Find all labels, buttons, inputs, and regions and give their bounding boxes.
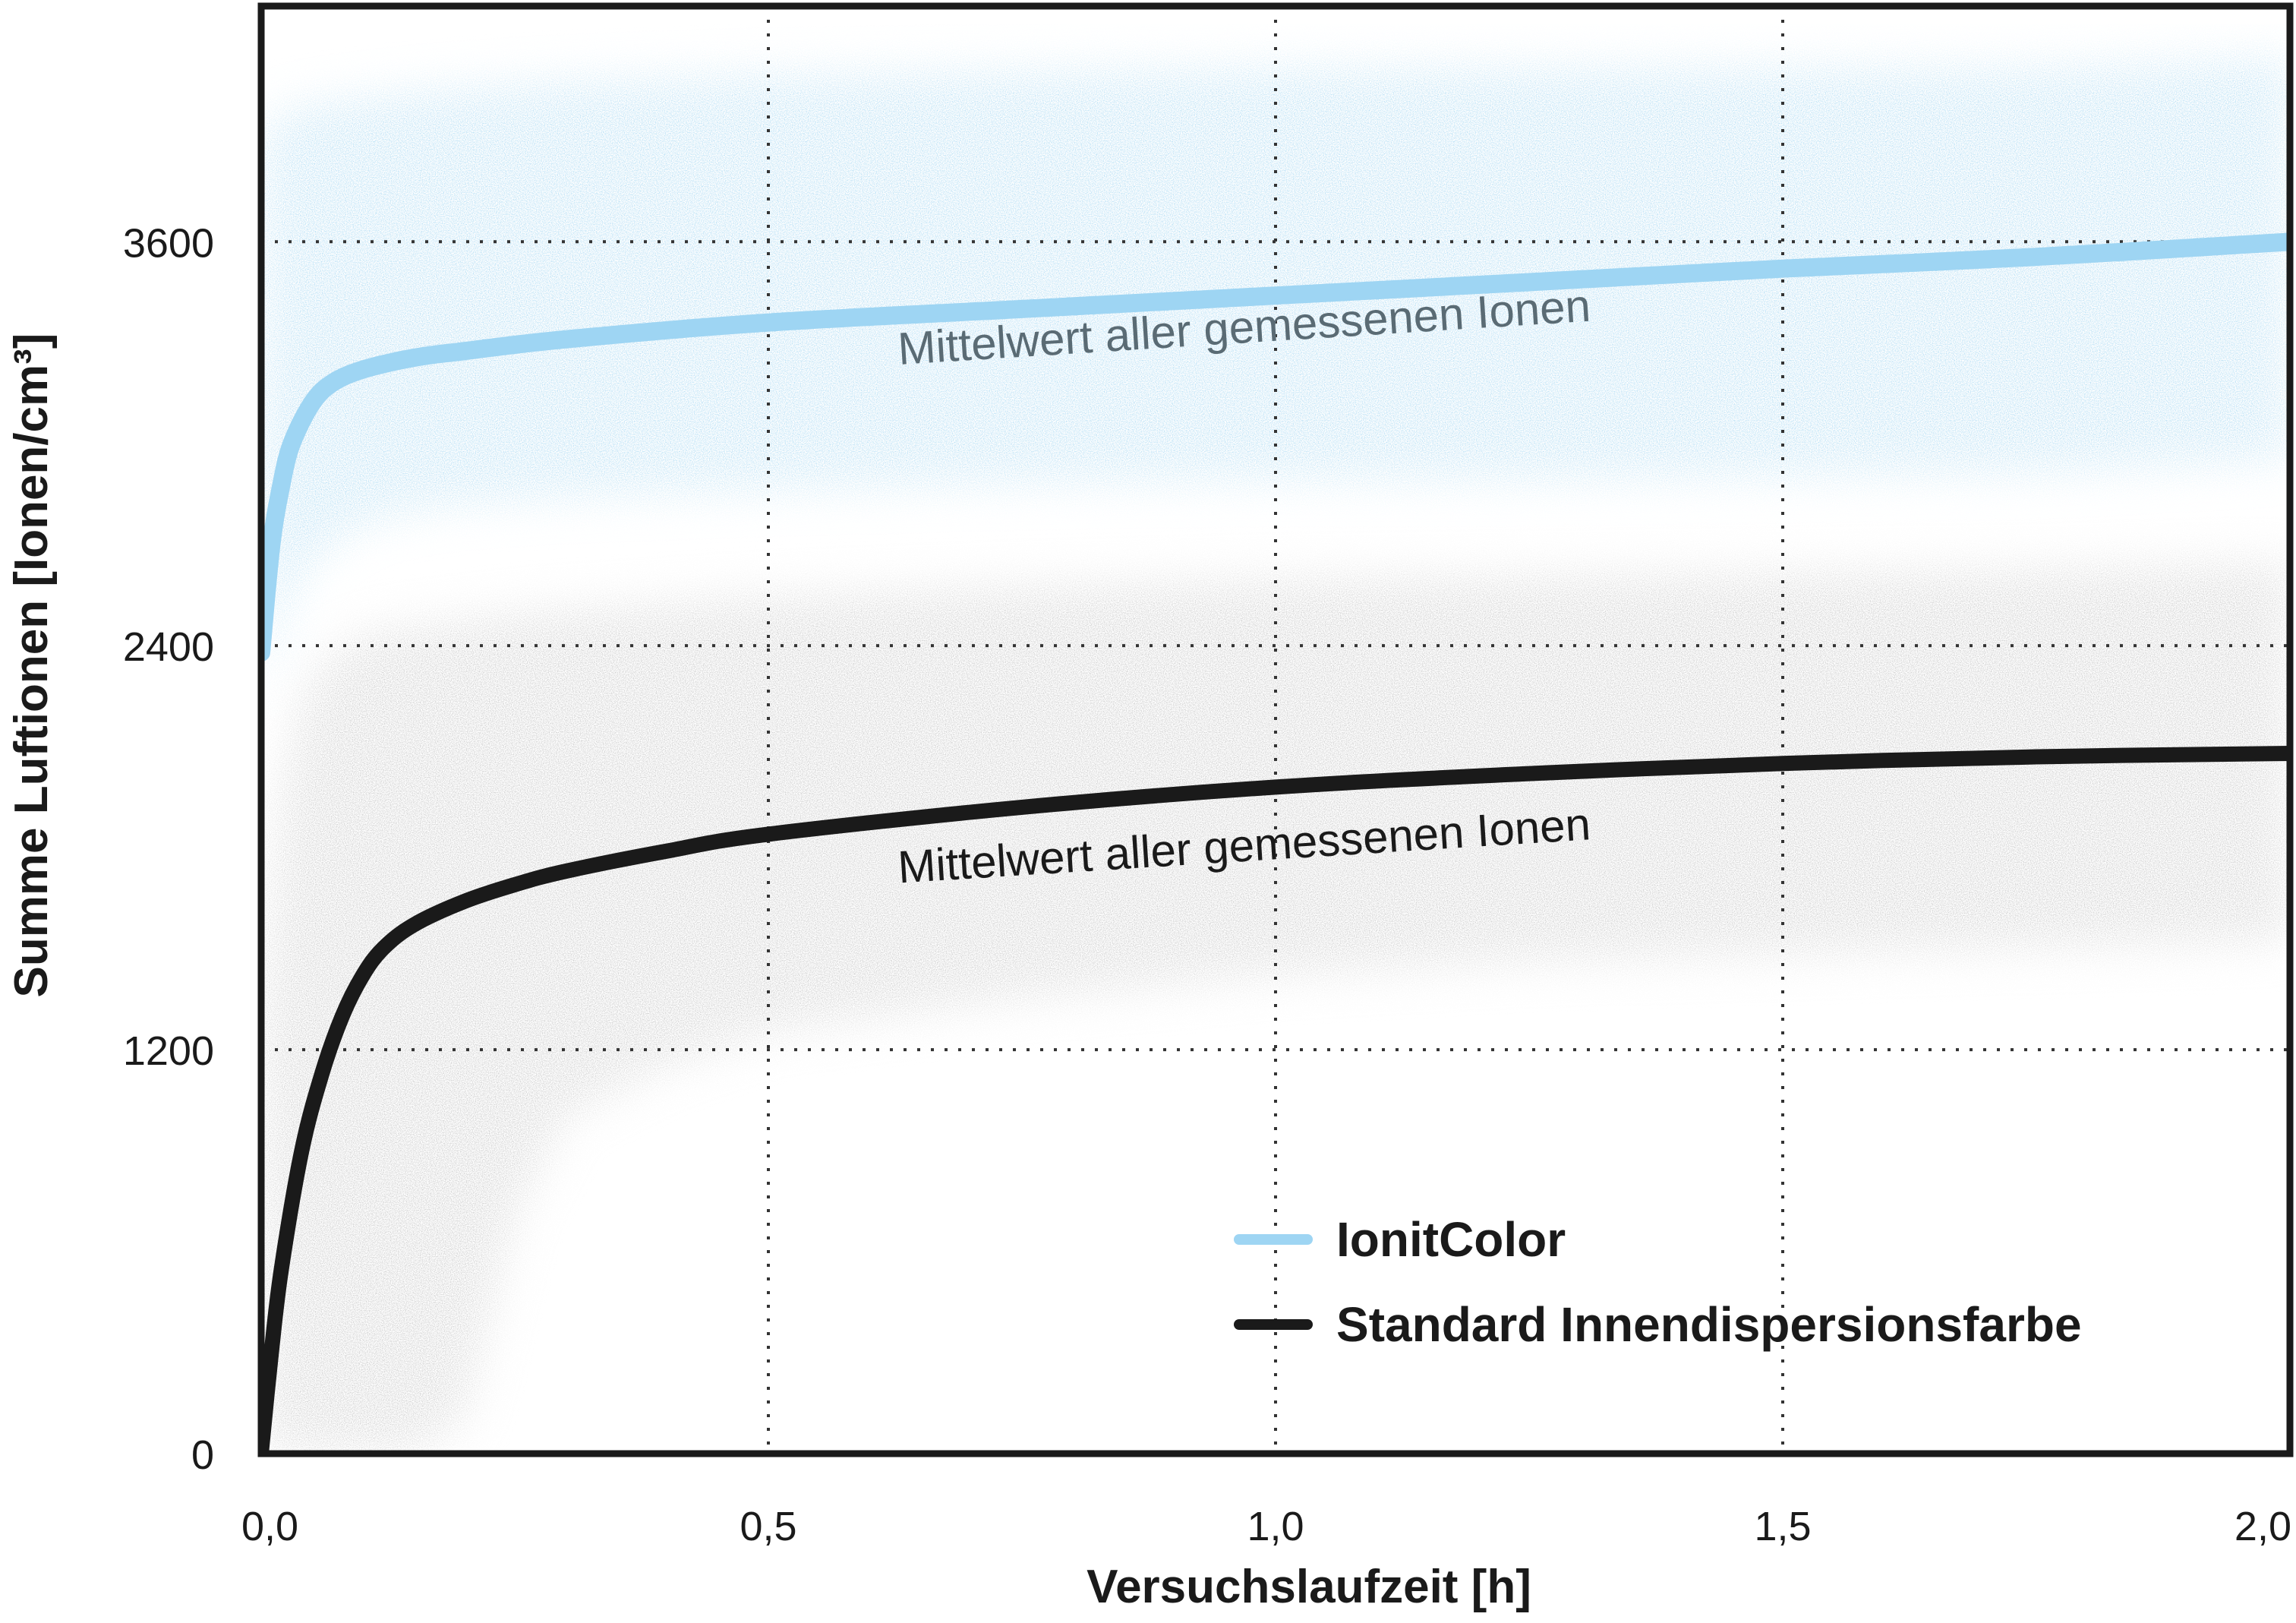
x-tick-label: 1,5 bbox=[1754, 1504, 1811, 1549]
x-axis-title: Versuchslaufzeit [h] bbox=[1086, 1561, 1531, 1613]
y-axis-ticks: 0 1200 2400 3600 bbox=[123, 220, 214, 1478]
x-tick-label: 0,5 bbox=[740, 1504, 796, 1549]
plot-frame bbox=[257, 2, 2294, 1457]
y-tick-label: 1200 bbox=[123, 1028, 214, 1074]
y-axis-title: Summe Luftionen [Ionen/cm³] bbox=[5, 333, 58, 998]
y-tick-label: 3600 bbox=[123, 220, 214, 266]
legend-label-2: Standard Innendispersionsfarbe bbox=[1336, 1297, 2082, 1352]
gridlines bbox=[261, 6, 2290, 1454]
series-line-1 bbox=[261, 232, 2290, 662]
y-tick-label: 2400 bbox=[123, 624, 214, 670]
x-tick-label: 0,0 bbox=[241, 1504, 298, 1549]
y-tick-label: 0 bbox=[191, 1432, 214, 1478]
legend-label-1: IonitColor bbox=[1336, 1212, 1566, 1267]
series-line-2 bbox=[261, 746, 2290, 1454]
series-lines bbox=[261, 232, 2290, 1454]
x-tick-label: 2,0 bbox=[2234, 1504, 2291, 1549]
x-axis-ticks: 0,0 0,5 1,0 1,5 2,0 bbox=[241, 1504, 2291, 1549]
noise-band bbox=[261, 561, 2290, 1454]
legend: IonitColor Standard Innendispersionsfarbe bbox=[1234, 1212, 2082, 1352]
x-tick-label: 1,0 bbox=[1247, 1504, 1304, 1549]
